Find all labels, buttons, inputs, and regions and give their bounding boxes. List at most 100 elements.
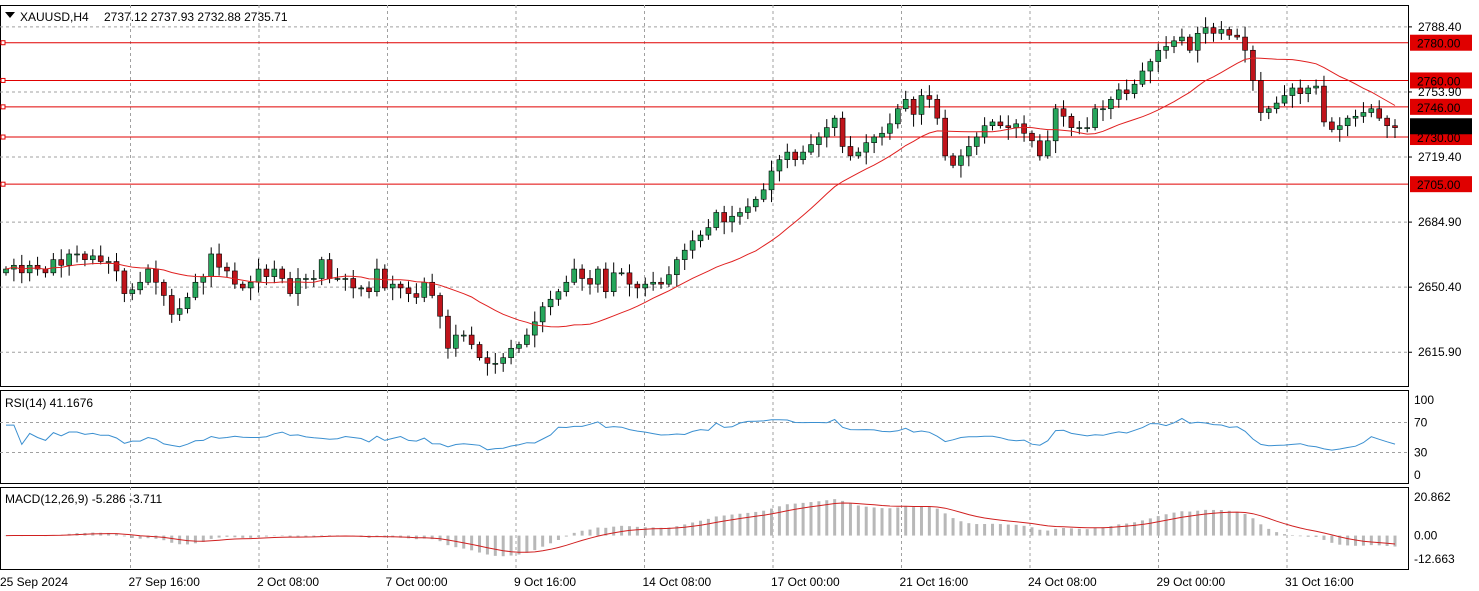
macd-histogram-bar <box>564 535 568 537</box>
candle-body <box>737 212 743 217</box>
candle-body <box>192 281 199 298</box>
candle-body <box>1242 36 1248 51</box>
level-price-tag <box>1410 176 1472 193</box>
candle-body <box>1392 125 1398 128</box>
price-tick-label: 2684.90 <box>1418 215 1462 229</box>
macd-tick-label: 20.862 <box>1414 490 1451 504</box>
candle-body <box>1084 127 1091 129</box>
pane-frame <box>0 487 1409 570</box>
date-label: 17 Oct 00:00 <box>771 575 840 589</box>
date-label: 7 Oct 00:00 <box>386 575 448 589</box>
macd-histogram-bar <box>935 508 939 536</box>
current-price-tag <box>1410 118 1472 135</box>
macd-histogram-bar <box>1259 524 1263 536</box>
candle-body <box>176 308 183 315</box>
macd-histogram-bar <box>809 502 813 536</box>
candle-body <box>374 268 380 292</box>
macd-histogram-bar <box>1006 524 1010 536</box>
macd-histogram-bar <box>122 535 126 537</box>
macd-histogram-bar <box>1085 529 1089 536</box>
date-label: 14 Oct 08:00 <box>643 575 712 589</box>
candle-body <box>232 270 238 285</box>
candle-body <box>658 281 664 285</box>
macd-histogram-bar <box>998 524 1002 536</box>
macd-histogram-bar <box>746 512 750 536</box>
macd-histogram-bar <box>1393 535 1397 547</box>
candle-body <box>66 253 72 266</box>
macd-histogram-bar <box>943 513 947 536</box>
pane-frames <box>0 5 1409 570</box>
macd-histogram-bar <box>1283 534 1287 536</box>
macd-histogram-bar <box>888 508 892 536</box>
candle-body <box>287 278 293 294</box>
macd-histogram-bar <box>841 500 845 536</box>
macd-histogram-bar <box>588 529 592 536</box>
macd-histogram-bar <box>462 535 466 549</box>
macd-histogram-bar <box>201 535 205 542</box>
candle-body <box>879 132 885 138</box>
candle-body <box>808 144 814 153</box>
candle-body <box>721 212 727 223</box>
macd-histogram-bar <box>1267 528 1271 536</box>
rsi-tick-label: 0 <box>1414 468 1421 482</box>
macd-histogram-bar <box>580 530 584 536</box>
current-price-label: 2735.71 <box>1417 120 1461 134</box>
candle-body <box>271 268 278 277</box>
candle-body <box>595 268 601 285</box>
candle-body <box>405 287 412 294</box>
macd-histogram-bar <box>675 526 679 536</box>
candle-body <box>950 155 956 166</box>
macd-histogram-bar <box>478 535 482 553</box>
candle-body <box>910 99 917 115</box>
macd-histogram-bar <box>1014 524 1018 536</box>
macd-histogram-bar <box>848 503 852 536</box>
macd-histogram-bar <box>1038 529 1042 536</box>
candle-body <box>153 268 159 283</box>
candle-body <box>397 283 404 289</box>
macd-histogram-bar <box>683 524 687 536</box>
date-label: 29 Oct 00:00 <box>1157 575 1226 589</box>
horizontal-levels[interactable]: 2780.00 2760.00 2746.00 2730.00 2705.00 <box>0 34 1472 193</box>
macd-histogram-bar <box>699 520 702 536</box>
candle-body <box>90 255 96 260</box>
macd-tick-label: 0.00 <box>1414 529 1438 543</box>
candle-body <box>113 261 120 272</box>
symbol-dropdown-icon[interactable] <box>5 12 15 18</box>
macd-histogram-bar <box>257 535 261 537</box>
candle-body <box>326 259 333 279</box>
candlesticks[interactable] <box>3 17 1398 376</box>
level-handle <box>0 77 6 83</box>
candle-body <box>1336 125 1343 130</box>
candle-body <box>823 127 830 138</box>
candle-body <box>350 278 357 289</box>
macd-histogram-bar <box>864 506 868 536</box>
candle-body <box>105 261 112 263</box>
macd-histogram-bar <box>312 535 316 537</box>
candle-body <box>887 123 893 134</box>
macd-histogram-bar <box>501 535 505 557</box>
macd-histogram-bar <box>485 535 489 555</box>
macd-histogram-bar <box>1125 523 1129 536</box>
candle-body <box>1131 83 1138 94</box>
macd-histogram-bar <box>762 510 766 536</box>
candle-body <box>358 287 364 290</box>
candle-body <box>555 291 562 300</box>
candle-body <box>42 268 49 274</box>
candle-body <box>468 334 475 345</box>
macd-histogram-bar <box>659 527 663 536</box>
macd-histogram-bar <box>1330 535 1334 543</box>
candle-body <box>689 240 696 251</box>
macd-histogram-bar <box>959 521 963 536</box>
candle-body <box>1344 117 1351 127</box>
macd-histogram-bar <box>596 527 600 536</box>
candle-body <box>382 268 388 289</box>
candle-body <box>697 234 704 242</box>
macd-histogram-bar <box>1243 513 1247 536</box>
macd-histogram-bar <box>1385 535 1389 546</box>
candle-body <box>666 274 672 285</box>
header-ohlc: 2737.12 2737.93 2732.88 2735.71 <box>104 10 288 24</box>
macd-histogram-bar <box>856 505 860 536</box>
candle-body <box>1108 99 1114 110</box>
macd-histogram-bar <box>785 504 789 536</box>
